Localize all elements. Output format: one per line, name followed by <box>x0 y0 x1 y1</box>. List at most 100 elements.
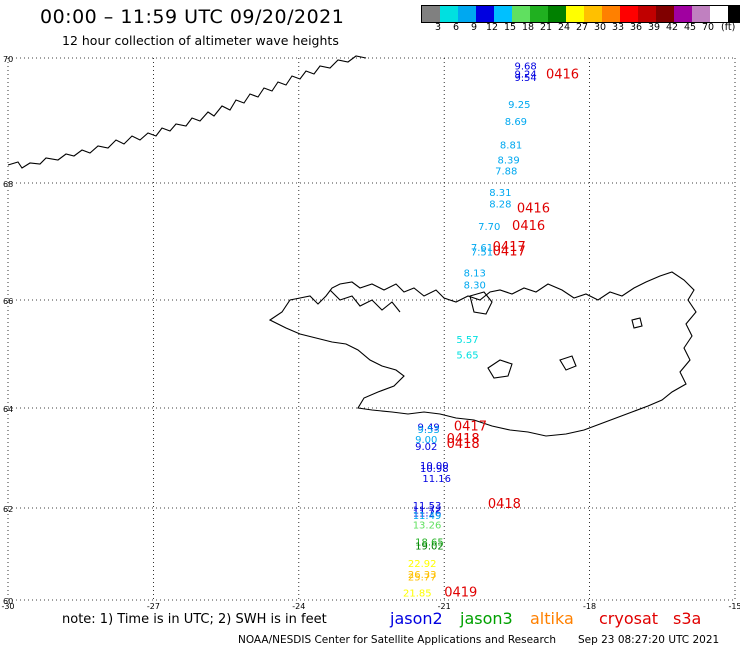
scale-label: 6 <box>453 22 460 33</box>
lat-tick-label: 70 <box>3 55 13 64</box>
wave-height-label: 9.00 <box>415 435 437 446</box>
scale-label: 18 <box>522 22 535 33</box>
wave-height-label: 26.33 <box>408 570 437 581</box>
pass-time-label: 0418 <box>488 497 521 512</box>
scale-label: 33 <box>612 22 625 33</box>
scale-swatch <box>692 6 710 22</box>
wave-height-label: 7.88 <box>495 166 517 177</box>
scale-label: 30 <box>594 22 607 33</box>
lon-tick-label: -21 <box>438 602 451 611</box>
scale-swatch <box>602 6 620 22</box>
wave-height-label: 11.16 <box>422 474 451 485</box>
wave-height-label: 9.54 <box>514 73 536 84</box>
wave-height-label: 5.57 <box>456 335 478 346</box>
wave-height-label: 9.02 <box>415 442 437 453</box>
scale-swatch <box>440 6 458 22</box>
scale-swatch <box>638 6 656 22</box>
scale-label: 39 <box>648 22 661 33</box>
scale-label: 3 <box>435 22 442 33</box>
lat-tick-label: 68 <box>3 180 13 189</box>
satellite-legend-cryosat: cryosat <box>599 609 659 628</box>
wave-height-label: 8.69 <box>505 117 527 128</box>
scale-swatch <box>458 6 476 22</box>
lon-tick-label: -27 <box>147 602 160 611</box>
pass-time-label: 0418 <box>447 437 480 452</box>
wave-height-label: 5.65 <box>456 350 478 361</box>
wave-height-label: 8.28 <box>489 200 511 211</box>
color-scale-labels: 3 6 9 12 15 18 21 24 27 30 33 36 39 42 45 70 (ft) <box>421 22 740 36</box>
iceland-coastline <box>268 271 697 437</box>
scale-label: 24 <box>558 22 571 33</box>
lake-outline <box>631 317 643 329</box>
pass-time-label: 0416 <box>512 219 545 234</box>
map-subtitle: 12 hour collection of altimeter wave hei… <box>62 33 339 48</box>
lake-outline <box>469 291 493 315</box>
wave-height-label: 21.85 <box>403 588 432 599</box>
scale-label: 15 <box>504 22 517 33</box>
lon-tick-label: -18 <box>583 602 596 611</box>
wave-height-label: 7.61 <box>471 243 493 254</box>
lon-tick-label: -24 <box>292 602 305 611</box>
lon-tick-label: -15 <box>728 602 740 611</box>
color-scale-bar <box>421 5 740 23</box>
scale-label: 70 <box>702 22 715 33</box>
satellite-legend-jason2: jason2 <box>390 609 443 628</box>
westfjords-detail <box>329 289 401 313</box>
pass-time-label: 0417 <box>454 420 487 435</box>
scale-label: 27 <box>576 22 589 33</box>
pass-time-label: 0416 <box>546 68 579 83</box>
scale-swatch <box>620 6 638 22</box>
wave-height-label: 8.13 <box>464 269 486 280</box>
scale-label: 12 <box>486 22 499 33</box>
wave-height-label: 10.00 <box>420 461 449 472</box>
pass-time-label: 0419 <box>444 585 477 600</box>
pass-time-label: 0418 <box>447 432 480 447</box>
pass-time-label: 0417 <box>493 245 526 260</box>
scale-swatch <box>530 6 548 22</box>
wave-height-label: 25.77 <box>408 573 437 584</box>
wave-height-label: 7.70 <box>478 222 500 233</box>
wave-height-label: 9.24 <box>514 69 536 80</box>
wave-height-label: 7.51 <box>471 248 493 259</box>
scale-swatch <box>728 6 740 22</box>
lake-outline <box>487 359 513 379</box>
map-title: 00:00 – 11:59 UTC 09/20/2021 <box>40 6 345 28</box>
lat-tick-label: 66 <box>3 297 13 306</box>
scale-swatch <box>674 6 692 22</box>
satellite-legend-jason3: jason3 <box>460 609 513 628</box>
wave-height-label: 11.26 <box>413 508 442 519</box>
scale-label: 36 <box>630 22 643 33</box>
scale-label: 45 <box>684 22 697 33</box>
wave-height-label: 11.49 <box>413 511 442 522</box>
wave-height-label: 8.81 <box>500 141 522 152</box>
wave-height-label: 8.31 <box>489 188 511 199</box>
wave-height-label: 18.65 <box>415 538 444 549</box>
footer-note: note: 1) Time is in UTC; 2) SWH is in fe… <box>62 612 327 627</box>
pass-time-label: 0416 <box>517 201 550 216</box>
footer-generated-time: Sep 23 08:27:20 UTC 2021 <box>578 634 720 646</box>
lat-tick-label: 60 <box>3 597 13 606</box>
wave-height-label: 19.02 <box>415 541 444 552</box>
scale-swatch <box>494 6 512 22</box>
scale-label: 42 <box>666 22 679 33</box>
wave-height-label: 13.26 <box>413 521 442 532</box>
pass-time-label: 0417 <box>493 240 526 255</box>
scale-swatch <box>584 6 602 22</box>
wave-height-label: 22.92 <box>408 559 437 570</box>
scale-swatch <box>656 6 674 22</box>
graticule <box>7 57 736 601</box>
scale-swatch <box>710 6 728 22</box>
wave-height-label: 10.98 <box>420 464 449 475</box>
coastline <box>7 55 697 437</box>
wave-height-label: 9.25 <box>508 100 530 111</box>
scale-swatch <box>548 6 566 22</box>
lat-tick-label: 62 <box>3 505 13 514</box>
wave-height-label: 9.53 <box>418 425 440 436</box>
lon-tick-label: -30 <box>1 602 14 611</box>
scale-swatch <box>566 6 584 22</box>
scale-swatch <box>512 6 530 22</box>
wave-height-label: 8.30 <box>464 280 486 291</box>
satellite-legend-s3a: s3a <box>673 609 702 628</box>
wave-height-label: 11.53 <box>413 501 442 512</box>
